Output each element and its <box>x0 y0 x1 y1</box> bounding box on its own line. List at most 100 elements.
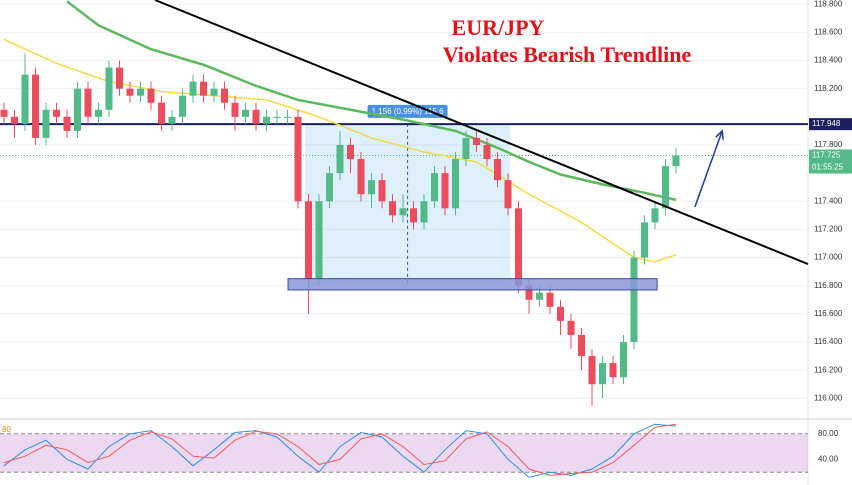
candle-body <box>157 102 165 124</box>
measure-label: 1.156 (0.99%) 115.6 <box>372 107 444 116</box>
candle-body <box>84 88 92 117</box>
candle-body <box>410 208 418 223</box>
candle-body <box>31 74 39 138</box>
candle-body <box>662 166 670 209</box>
candle-body <box>252 109 260 124</box>
y-tick-label: 118.600 <box>814 27 843 36</box>
candle-body <box>73 88 81 131</box>
support-zone <box>287 278 658 291</box>
candle-body <box>147 88 155 103</box>
oscillator-band <box>0 433 808 473</box>
candle-body <box>105 67 113 110</box>
candle-body <box>672 155 680 167</box>
candle-body <box>651 208 659 223</box>
candle-body <box>189 81 197 96</box>
candle-body <box>336 144 344 174</box>
candle-body <box>494 159 502 181</box>
measure-label-box <box>367 104 448 118</box>
candle-body <box>178 95 186 117</box>
candle-body <box>515 208 523 286</box>
candle-body <box>567 320 575 335</box>
oscillator-line <box>3 423 677 476</box>
candle-body <box>63 116 71 131</box>
countdown-label: 01:55:25 <box>812 163 844 172</box>
moving-average <box>3 38 677 263</box>
candle-body <box>378 180 386 202</box>
y-tick-label: 40.00 <box>818 455 839 464</box>
candle-body <box>210 88 218 96</box>
candle-body <box>536 292 544 300</box>
y-tick-label: 116.600 <box>814 309 843 318</box>
candle-body <box>315 201 323 279</box>
y-tick-label: 118.400 <box>814 56 843 65</box>
candle-body <box>452 159 460 209</box>
candle-body <box>420 201 428 223</box>
candle-body <box>431 173 439 202</box>
y-tick-label: 116.800 <box>814 281 843 290</box>
y-tick-label: 80.00 <box>818 429 839 438</box>
candle-body <box>641 222 649 258</box>
trendline <box>154 0 809 265</box>
candle-body <box>294 116 302 202</box>
y-tick-label: 117.200 <box>814 225 843 234</box>
y-tick-label: 118.800 <box>814 0 843 8</box>
candle-body <box>94 109 102 117</box>
candle-body <box>199 81 207 96</box>
chart-subtitle: Violates Bearish Trendline <box>443 42 692 67</box>
candle-body <box>273 116 281 118</box>
candle-body <box>368 180 376 195</box>
candle-body <box>609 363 617 378</box>
candle-body <box>115 67 123 89</box>
arrow <box>694 130 723 208</box>
oscillator-pane: 80 80.00 40.00 <box>0 423 839 478</box>
candle-body <box>483 144 491 160</box>
candle-body <box>504 180 512 209</box>
y-tick-label: 117.800 <box>814 140 843 149</box>
candle-body <box>241 109 249 117</box>
candle-body <box>126 88 134 96</box>
candle-body <box>231 102 239 117</box>
candle-body <box>630 257 638 342</box>
candle-body <box>462 137 470 160</box>
candle-body <box>357 159 365 195</box>
candle-body <box>546 292 554 307</box>
y-tick-label: 117.400 <box>814 196 843 205</box>
resistance-label: 117.948 <box>812 119 841 128</box>
candle-body <box>304 201 312 279</box>
y-tick-label: 116.200 <box>814 365 843 374</box>
band-label: 80 <box>2 425 11 434</box>
y-tick-label: 116.400 <box>814 337 843 346</box>
candle-body <box>578 334 586 357</box>
candle-body <box>136 88 144 96</box>
moving-average <box>66 0 677 202</box>
candle-body <box>441 173 449 209</box>
arrow-head <box>715 129 724 140</box>
candle-body <box>389 201 397 216</box>
candle-body <box>21 74 29 124</box>
candle-body <box>10 116 18 124</box>
candle-body <box>42 109 50 138</box>
candle-body <box>262 116 270 124</box>
candle-body <box>525 285 533 300</box>
candle-body <box>620 342 628 378</box>
candle-body <box>557 306 565 321</box>
candle-body <box>347 144 355 160</box>
last-price-box <box>809 149 852 174</box>
candle-body <box>588 356 596 385</box>
candle-body <box>399 208 407 216</box>
candle-body <box>0 109 8 117</box>
candle-body <box>283 116 291 118</box>
price-pane: 118.800 118.600 118.400 118.200 117.800 117.4… <box>0 0 852 406</box>
candle-body <box>326 173 334 202</box>
candle-body <box>168 116 176 124</box>
candle-body <box>52 109 60 117</box>
y-tick-label: 116.000 <box>814 393 843 402</box>
y-tick-label: 117.000 <box>814 253 843 262</box>
candle-body <box>220 88 228 103</box>
chart-title: EUR/JPY <box>452 15 545 40</box>
candle-body <box>473 137 481 145</box>
last-price-label: 117.725 <box>812 151 841 160</box>
candle-body <box>599 363 607 385</box>
